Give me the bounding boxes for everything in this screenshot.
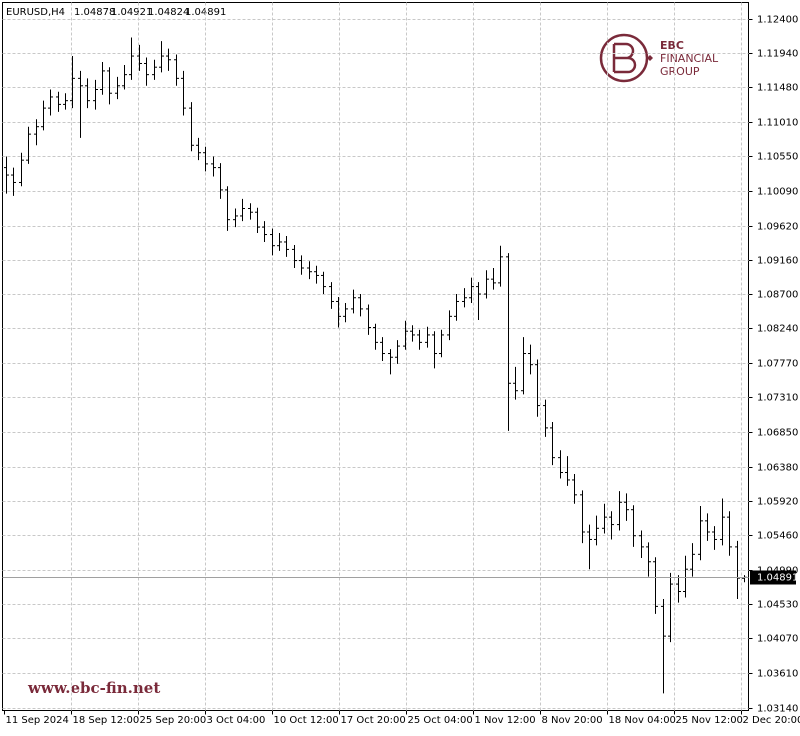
low-value: 1.04824 — [148, 7, 189, 18]
logo: EBC FINANCIAL GROUP — [601, 35, 719, 81]
y-tick-label: 1.05460 — [757, 531, 798, 542]
y-tick-label: 1.11480 — [757, 83, 798, 94]
logo-mark — [614, 44, 635, 72]
y-tick-label: 1.03140 — [757, 704, 798, 715]
x-tick-label: 8 Nov 20:00 — [542, 715, 603, 726]
y-tick-label: 1.03610 — [757, 669, 798, 680]
header: EURUSD,H4 1.04878 1.04921 1.04824 1.0489… — [6, 7, 226, 18]
x-tick-label: 3 Oct 04:00 — [207, 715, 266, 726]
y-tick-label: 1.07310 — [757, 393, 798, 404]
y-tick-label: 1.04070 — [757, 634, 798, 645]
x-tick-label: 10 Oct 12:00 — [274, 715, 339, 726]
x-tick-label: 2 Dec 20:00 — [743, 715, 800, 726]
y-tick-label: 1.12400 — [757, 15, 798, 26]
open-value: 1.04878 — [74, 7, 115, 18]
y-tick-label: 1.09160 — [757, 256, 798, 267]
y-tick-label: 1.06850 — [757, 428, 798, 439]
current-price-label: 1.04891 — [757, 573, 798, 584]
high-value: 1.04921 — [111, 7, 152, 18]
watermark: www.ebc-fin.net — [27, 679, 160, 697]
x-tick-label: 25 Nov 12:00 — [676, 715, 743, 726]
y-tick-label: 1.04530 — [757, 600, 798, 611]
x-tick-label: 1 Nov 12:00 — [475, 715, 536, 726]
x-tick-label: 25 Sep 20:00 — [140, 715, 207, 726]
bars — [4, 37, 747, 693]
symbol: EURUSD,H4 — [6, 7, 65, 18]
y-tick-label: 1.11940 — [757, 49, 798, 60]
logo-text: GROUP — [660, 65, 700, 78]
y-tick-label: 1.06380 — [757, 463, 798, 474]
y-tick-label: 1.10090 — [757, 187, 798, 198]
y-tick-label: 1.07770 — [757, 359, 798, 370]
grid — [3, 3, 749, 711]
y-tick-label: 1.11010 — [757, 118, 798, 129]
y-tick-label: 1.05920 — [757, 497, 798, 508]
y-tick-label: 1.09620 — [757, 222, 798, 233]
x-tick-label: 17 Oct 20:00 — [341, 715, 406, 726]
x-tick-label: 18 Sep 12:00 — [73, 715, 140, 726]
y-tick-label: 1.08240 — [757, 324, 798, 335]
y-tick-label: 1.08700 — [757, 290, 798, 301]
x-tick-label: 18 Nov 04:00 — [609, 715, 676, 726]
x-tick-label: 11 Sep 2024 — [6, 715, 69, 726]
y-tick-label: 1.10550 — [757, 152, 798, 163]
logo-text: EBC — [660, 39, 684, 52]
x-tick-label: 25 Oct 04:00 — [408, 715, 473, 726]
